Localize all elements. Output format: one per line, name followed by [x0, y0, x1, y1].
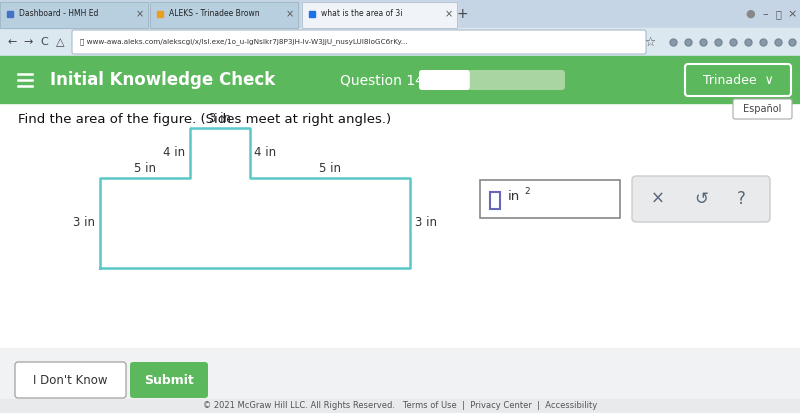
Bar	[150, 2, 298, 28]
Bar	[490, 192, 500, 209]
Bar	[0, 2, 148, 28]
Text: 5 in: 5 in	[319, 162, 341, 175]
Text: ALEKS - Trinadee Brown: ALEKS - Trinadee Brown	[169, 9, 260, 19]
Text: ?: ?	[737, 190, 746, 208]
Text: Trinadee  ∨: Trinadee ∨	[702, 74, 774, 86]
Bar	[0, 0, 800, 28]
Bar	[0, 399, 800, 413]
Text: in: in	[508, 190, 520, 204]
Bar	[0, 348, 800, 413]
Bar	[150, 2, 298, 28]
FancyBboxPatch shape	[733, 99, 792, 119]
Bar	[480, 180, 620, 218]
Text: © 2021 McGraw Hill LLC. All Rights Reserved.   Terms of Use  |  Privacy Center  : © 2021 McGraw Hill LLC. All Rights Reser…	[203, 401, 597, 411]
FancyBboxPatch shape	[130, 362, 208, 398]
Text: △: △	[56, 37, 64, 47]
Text: Initial Knowledge Check: Initial Knowledge Check	[50, 71, 275, 89]
Text: what is the area of 3i: what is the area of 3i	[321, 9, 402, 19]
Text: ●: ●	[745, 9, 755, 19]
Text: C: C	[40, 37, 48, 47]
Text: ×: ×	[286, 9, 294, 19]
Text: 5 in: 5 in	[134, 162, 156, 175]
Text: Dashboard - HMH Ed: Dashboard - HMH Ed	[19, 9, 98, 19]
Text: 3 in: 3 in	[415, 216, 437, 230]
Bar	[0, 2, 148, 28]
Text: 4 in: 4 in	[254, 147, 276, 159]
Text: ↺: ↺	[694, 190, 708, 208]
Text: ☆: ☆	[644, 36, 656, 48]
Text: Find the area of the figure. (Sides meet at right angles.): Find the area of the figure. (Sides meet…	[18, 113, 391, 126]
Text: Question 14: Question 14	[340, 73, 424, 87]
Text: ⧠: ⧠	[775, 9, 781, 19]
Text: →: →	[23, 37, 33, 47]
Bar	[0, 103, 800, 348]
FancyBboxPatch shape	[419, 70, 470, 90]
Text: ←: ←	[7, 37, 17, 47]
Text: 🔒 www-awa.aleks.com/alekscgi/x/Isl.exe/1o_u-IgNsIkr7j8P3jH-lv-W3JjU_nusyLUI8IoGC: 🔒 www-awa.aleks.com/alekscgi/x/Isl.exe/1…	[80, 39, 407, 45]
Text: ×: ×	[787, 9, 797, 19]
Text: 2: 2	[524, 187, 530, 195]
Text: Submit: Submit	[144, 373, 194, 387]
Text: 3 in: 3 in	[209, 112, 231, 125]
FancyBboxPatch shape	[632, 176, 770, 222]
Text: ×: ×	[651, 190, 665, 208]
Bar	[0, 56, 800, 103]
Bar	[302, 2, 457, 28]
Bar	[0, 28, 800, 56]
Text: 4 in: 4 in	[163, 147, 185, 159]
FancyBboxPatch shape	[15, 362, 126, 398]
Text: ×: ×	[136, 9, 144, 19]
Bar	[302, 2, 457, 28]
Text: Español: Español	[743, 104, 781, 114]
Text: I Don't Know: I Don't Know	[33, 373, 107, 387]
Text: +: +	[456, 7, 468, 21]
Text: ×: ×	[445, 9, 453, 19]
Text: 3 in: 3 in	[73, 216, 95, 230]
FancyBboxPatch shape	[419, 70, 565, 90]
Text: –: –	[762, 9, 768, 19]
FancyBboxPatch shape	[72, 30, 646, 54]
